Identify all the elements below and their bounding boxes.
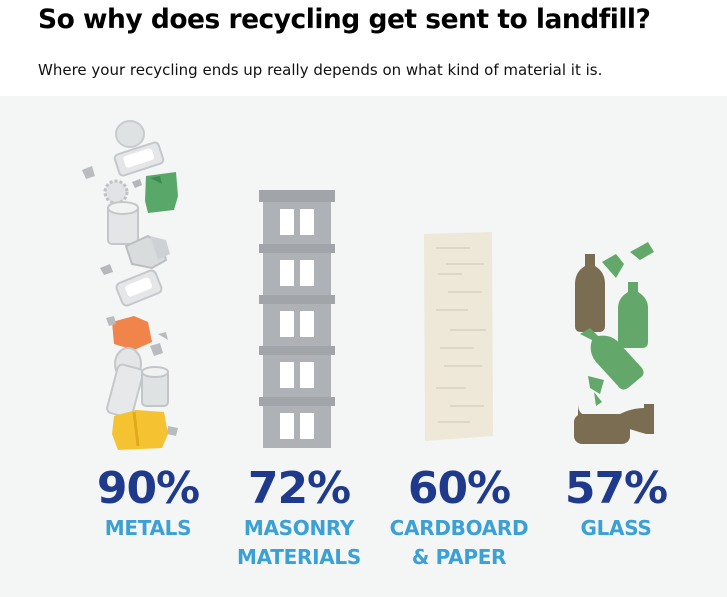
infographic: 90% METALS 72% MASONRY MATERIALS 60% CAR… [0, 96, 727, 597]
stat-metals: 90% METALS [58, 464, 238, 543]
stat-glass: 57% GLASS [526, 464, 706, 543]
glass-bottles-icon [574, 242, 654, 444]
percent-value: 90% [96, 463, 200, 514]
category-label: MATERIALS [237, 545, 361, 569]
page-title: So why does recycling get sent to landfi… [38, 4, 651, 35]
category-label: GLASS [580, 516, 652, 540]
category-label: METALS [104, 516, 192, 540]
stat-cardboard: 60% CARDBOARD & PAPER [369, 464, 549, 572]
category-label: MASONRY [243, 516, 355, 540]
percent-value: 57% [564, 463, 668, 514]
category-label: CARDBOARD [389, 516, 529, 540]
stat-masonry: 72% MASONRY MATERIALS [209, 464, 389, 572]
cardboard-sheet-icon [424, 232, 493, 441]
cinder-block-stack-icon [259, 190, 335, 448]
metal-cans-icon [82, 120, 178, 450]
category-label: & PAPER [411, 545, 507, 569]
page-subtitle: Where your recycling ends up really depe… [38, 61, 603, 79]
percent-value: 72% [247, 463, 351, 514]
percent-value: 60% [407, 463, 511, 514]
illustrations [82, 120, 654, 450]
